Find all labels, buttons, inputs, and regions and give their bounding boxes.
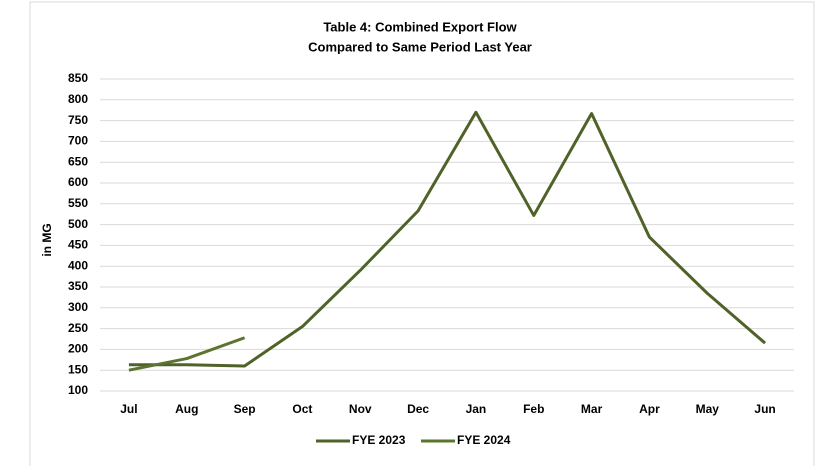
y-tick-label: 550 [68,196,88,210]
x-tick-label: Dec [407,402,429,416]
x-tick-label: Mar [581,402,603,416]
x-tick-label: Oct [292,402,312,416]
legend-label: FYE 2024 [457,433,511,447]
y-tick-label: 700 [68,134,88,148]
legend-label: FYE 2023 [352,433,406,447]
x-tick-label: Nov [349,402,372,416]
y-tick-label: 600 [68,175,88,189]
y-tick-label: 300 [68,300,88,314]
x-tick-label: Jan [466,402,487,416]
x-tick-label: May [696,402,720,416]
y-tick-label: 450 [68,238,88,252]
y-tick-label: 400 [68,258,88,272]
y-axis-label: in MG [40,223,54,256]
y-tick-label: 350 [68,279,88,293]
x-tick-label: Jun [754,402,775,416]
chart-subtitle: Compared to Same Period Last Year [308,39,532,54]
x-tick-label: Jul [120,402,137,416]
y-tick-label: 100 [68,383,88,397]
x-tick-label: Feb [523,402,544,416]
x-tick-label: Apr [639,402,660,416]
x-tick-label: Aug [175,402,198,416]
y-tick-label: 500 [68,217,88,231]
series-line [128,110,767,368]
chart-title: Table 4: Combined Export Flow [323,19,517,34]
y-tick-label: 650 [68,154,88,168]
y-tick-label: 150 [68,362,88,376]
chart-border [29,1,815,466]
y-tick-label: 250 [68,321,88,335]
y-tick-label: 200 [68,342,88,356]
series-line [128,336,246,372]
y-tick-label: 750 [68,113,88,127]
x-tick-label: Sep [234,402,256,416]
y-tick-label: 850 [68,71,88,85]
y-tick-label: 800 [68,92,88,106]
